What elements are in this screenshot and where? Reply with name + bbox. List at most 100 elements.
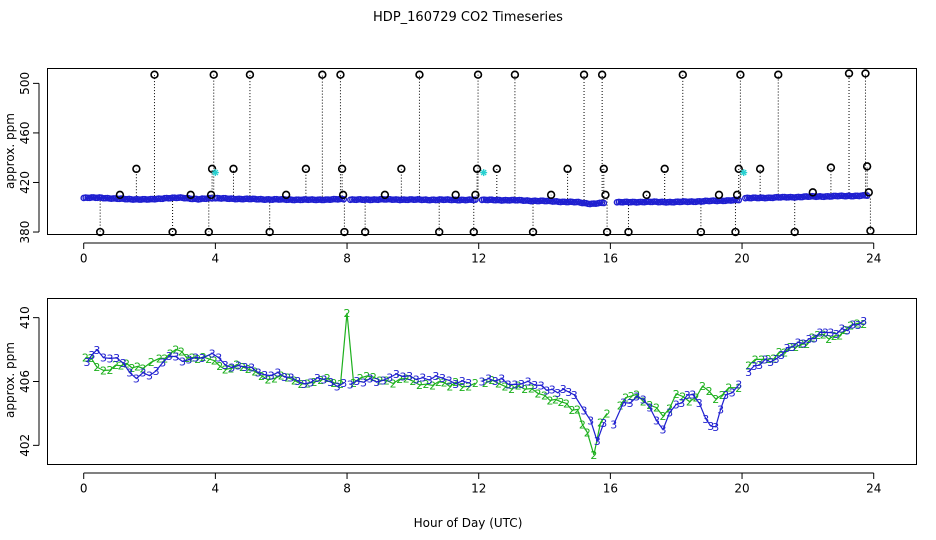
series-3-marker: 3 [242,361,249,374]
outlier-point [380,190,390,200]
series-2-marker: 2 [660,410,667,423]
series-2-marker: 2 [284,371,291,384]
series-3-marker: 3 [413,374,420,387]
series-2-marker: 2 [770,353,777,366]
series-2-marker: 2 [441,377,448,390]
series-3-marker: 3 [321,373,328,386]
outlier-point [864,188,873,197]
series-3-marker: 3 [186,354,193,367]
series-2-marker: 2 [472,377,479,390]
series-3-marker: 3 [538,379,545,392]
series-2-marker: 2 [719,389,726,402]
series-3-marker: 3 [393,368,400,381]
series-2-marker: 2 [383,375,390,388]
series-2-marker: 2 [745,360,752,373]
series-3-marker: 3 [581,405,588,418]
series-2-marker: 2 [752,353,759,366]
series-2-marker: 2 [304,378,311,391]
series-3-marker: 3 [620,397,627,410]
cyan-point [740,169,748,177]
series-2-marker: 2 [423,378,430,391]
series-2-marker: 2 [646,399,653,412]
series-3-marker: 3 [707,420,714,433]
outlier-point [397,164,406,174]
series-2-marker: 2 [291,375,298,388]
outlier-point [150,70,159,79]
outlier-point [115,190,125,200]
cyan-point [211,169,219,177]
cyan-point [480,169,488,177]
series-3-marker: 3 [600,417,607,430]
outlier-point [660,164,669,174]
bottom-y-tick-label: 410 [18,306,32,329]
series-3-marker: 3 [549,383,556,396]
top-plot-frame [47,68,917,235]
series-2-marker: 2 [633,388,640,401]
series-3-marker: 3 [228,362,235,375]
series-3-marker: 3 [301,378,308,391]
series-3-marker: 3 [673,398,680,411]
series-2-marker: 2 [547,394,554,407]
series-3-marker: 3 [159,357,166,370]
series-2-marker: 2 [123,357,130,370]
series-2-marker: 2 [521,383,528,396]
series-2-marker: 2 [781,347,788,360]
series-2-marker: 2 [597,417,604,430]
top-y-axis-label: approx. ppm [3,113,17,189]
series-2-marker: 2 [118,360,125,373]
series-2-marker: 2 [409,375,416,388]
series-3-marker: 3 [511,379,518,392]
series-3-marker: 3 [518,378,525,391]
series-3-marker: 3 [248,361,255,374]
series-2-marker: 2 [370,371,377,384]
series-3-line [481,377,605,443]
series-2-marker: 2 [765,353,772,366]
outlier-point [866,226,875,235]
series-3-marker: 3 [199,352,206,365]
top-y-axis: 380 420 460 500 [18,72,40,243]
series-3-marker: 3 [702,413,709,426]
outlier-point [473,70,483,79]
series-3-marker: 3 [432,370,439,383]
series-2-marker: 2 [459,381,466,394]
series-3-marker: 3 [525,375,532,388]
outlier-point [597,70,607,79]
series-3-marker: 3 [179,356,186,369]
series-3-marker: 3 [153,365,160,378]
series-3-marker: 3 [327,376,334,389]
series-3-marker: 3 [113,352,120,365]
series-3-marker: 3 [255,367,262,380]
series-2-marker: 2 [725,382,732,395]
series-2-marker: 2 [233,359,240,372]
series-2-marker: 2 [535,387,542,400]
series-3-marker: 3 [380,374,387,387]
top-y-tick-label: 460 [18,121,32,144]
series-3-marker: 3 [684,389,691,402]
series-2-marker: 2 [239,361,246,374]
bottom-x-tick-label: 0 [80,482,88,496]
top-x-axis: 0 4 8 12 16 20 24 [80,242,881,266]
outlier-point [755,164,765,174]
series-3-marker: 3 [100,352,107,365]
series-3-marker: 3 [531,379,538,392]
top-x-tick-label: 8 [343,252,351,266]
series-3-marker: 3 [833,328,840,341]
series-3-marker: 3 [717,403,724,416]
series-2-marker: 2 [416,379,423,392]
outlier-point [528,227,538,237]
series-2-marker: 2 [508,383,515,396]
series-2-marker: 2 [228,362,235,375]
series-2-line [485,379,608,456]
series-3-marker: 3 [373,376,380,389]
series-3-marker: 3 [594,435,601,448]
top-outlier-points [95,69,875,237]
series-3-marker: 3 [419,372,426,385]
series-3-marker: 3 [646,402,653,415]
series-3-marker: 3 [314,372,321,385]
series-2-line [85,312,476,388]
series-2-marker: 2 [798,338,805,351]
bottom-x-tick-label: 16 [603,482,618,496]
series-3-line [86,348,345,388]
outlier-point [281,190,291,200]
